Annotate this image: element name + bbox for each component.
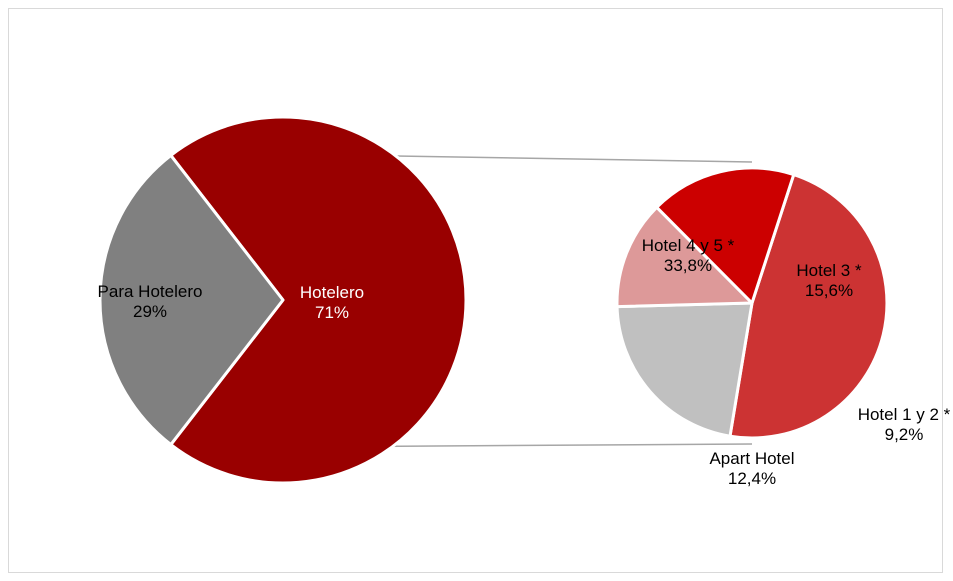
secondary-label-apart-hotel: Apart Hotel 12,4% <box>709 449 794 488</box>
main-label-value: 29% <box>133 302 167 321</box>
main-slice-hotelero <box>169 115 468 485</box>
main-label-name: Para Hotelero <box>98 282 203 301</box>
secondary-slice-hotel-3 <box>615 301 754 438</box>
secondary-slice-hotel-4-y-5 <box>728 173 889 440</box>
secondary-label-hotel-3: Hotel 3 * 15,6% <box>796 261 862 300</box>
secondary-label-name: Hotel 1 y 2 * <box>858 405 951 424</box>
secondary-label-value: 12,4% <box>728 469 776 488</box>
secondary-label-name: Apart Hotel <box>709 449 794 468</box>
secondary-label-value: 33,8% <box>664 256 712 275</box>
secondary-label-value: 9,2% <box>885 425 924 444</box>
secondary-label-name: Hotel 3 * <box>796 261 862 280</box>
secondary-slice-hotel-1-y-2 <box>615 205 754 309</box>
main-slice-para-hotelero <box>98 153 285 447</box>
secondary-label-name: Hotel 4 y 5 * <box>642 236 735 255</box>
main-label-name: Hotelero <box>300 283 364 302</box>
main-label-para-hotelero: Para Hotelero 29% <box>98 282 203 321</box>
secondary-label-hotel-1-y-2: Hotel 1 y 2 * 9,2% <box>858 405 951 444</box>
main-label-hotelero: Hotelero 71% <box>300 283 364 322</box>
main-label-value: 71% <box>315 303 349 322</box>
secondary-label-value: 15,6% <box>805 281 853 300</box>
secondary-label-hotel-4-y-5: Hotel 4 y 5 * 33,8% <box>642 236 735 275</box>
secondary-slice-apart-hotel <box>655 166 796 305</box>
